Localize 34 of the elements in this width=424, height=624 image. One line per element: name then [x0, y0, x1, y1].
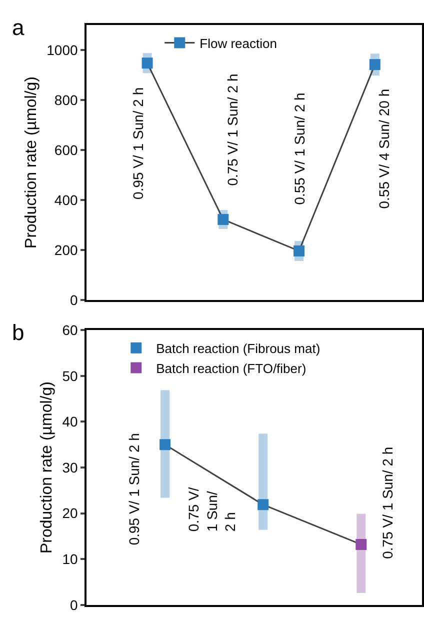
annotation: 0.95 V/ 1 Sun/ 2 h — [130, 87, 146, 200]
point — [218, 214, 229, 225]
y-tick-label: 20 — [62, 505, 78, 522]
y-tick-label: 0 — [70, 596, 78, 613]
y-tick-label: 60 — [62, 322, 78, 338]
y-tick-label: 800 — [54, 92, 78, 108]
y-tick-label: 30 — [62, 459, 78, 476]
chart-title: b — [12, 320, 24, 345]
y-tick-label: 600 — [54, 142, 78, 158]
legend-label: Batch reaction (FTO/fiber) — [156, 360, 306, 376]
annotation: 0.95 V/ 1 Sun/ 2 h — [126, 433, 142, 546]
y-tick-label: 1000 — [46, 42, 78, 58]
annotation: 0.55 V/ 4 Sun/ 20 h — [376, 88, 392, 209]
annotation: 0.55 V/ 1 Sun/ 2 h — [291, 92, 308, 205]
point — [356, 538, 367, 550]
y-axis-title: Production rate (µmol/g) — [23, 76, 40, 248]
annotation: 0.75 V/ 1 Sun/ 2 h — [379, 446, 396, 559]
y-tick-label: 40 — [62, 414, 78, 430]
y-tick-label: 400 — [54, 192, 78, 208]
point — [294, 245, 305, 256]
annotation: 0.75 V/ 1 Sun/ 2 h — [186, 487, 238, 532]
y-tick-label: 200 — [54, 242, 78, 258]
point — [258, 499, 269, 510]
legend-label: Flow reaction — [200, 36, 277, 51]
legend-label: Batch reaction (Fibrous mat) — [156, 340, 320, 356]
point — [369, 59, 380, 70]
point — [142, 58, 153, 69]
y-tick-label: 10 — [62, 551, 78, 568]
y-axis-title: Production rate (µmol/g) — [38, 382, 56, 554]
y-tick-label: 0 — [70, 292, 78, 308]
point — [160, 439, 171, 450]
chart-title: a — [12, 15, 25, 40]
annotation: 0.75 V/ 1 Sun/ 2 h — [224, 74, 241, 186]
y-tick-label: 50 — [62, 368, 78, 384]
